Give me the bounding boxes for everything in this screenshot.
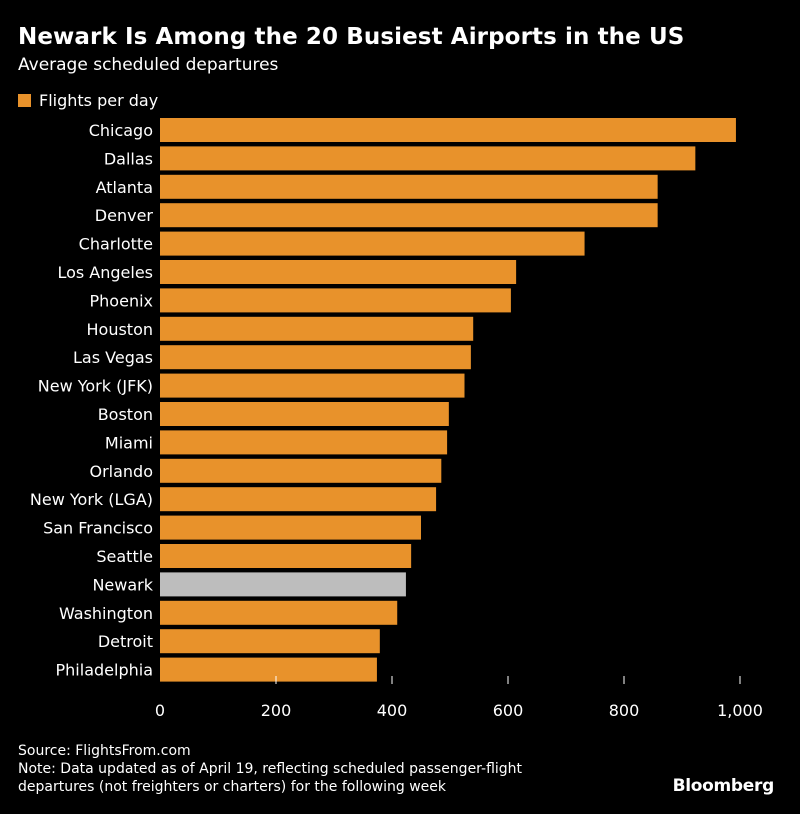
- category-label: Detroit: [98, 632, 153, 651]
- bar-boston: [160, 402, 449, 426]
- source-note: Source: FlightsFrom.com: [18, 743, 191, 759]
- category-label: New York (LGA): [30, 490, 153, 509]
- bloomberg-logo: Bloomberg: [672, 776, 775, 796]
- bar-denver: [160, 203, 658, 228]
- category-label: Miami: [105, 433, 153, 452]
- bar-charlotte: [160, 231, 585, 256]
- bar-newark: [160, 572, 406, 597]
- category-label: Orlando: [89, 462, 153, 481]
- bar-atlanta: [160, 174, 658, 199]
- category-label: Seattle: [96, 547, 153, 566]
- legend-label: Flights per day: [39, 91, 159, 110]
- category-label: Washington: [59, 604, 153, 623]
- bar-seattle: [160, 544, 412, 568]
- data-note-line-2: departures (not freighters or charters) …: [18, 779, 447, 795]
- category-label: Denver: [95, 206, 154, 225]
- bar-dallas: [160, 146, 696, 171]
- category-label: Los Angeles: [57, 263, 153, 282]
- chart-footer: Source: FlightsFrom.com Note: Data updat…: [18, 742, 522, 796]
- x-tick-label: 1,000: [717, 701, 763, 720]
- category-label: Houston: [87, 320, 154, 339]
- bar-houston: [160, 316, 474, 341]
- bar-chicago: [160, 118, 736, 142]
- bar-los-angeles: [160, 260, 517, 284]
- x-tick-label: 200: [261, 701, 292, 720]
- x-tick-label: 600: [493, 701, 524, 720]
- chart-title: Newark Is Among the 20 Busiest Airports …: [18, 24, 685, 50]
- bar-washington: [160, 600, 398, 625]
- bar-orlando: [160, 458, 442, 483]
- category-label: Boston: [98, 405, 153, 424]
- category-label: Dallas: [104, 149, 153, 168]
- legend-swatch: [18, 94, 31, 107]
- category-label: New York (JFK): [38, 377, 153, 396]
- bar-new-york-lga: [160, 487, 437, 512]
- data-note-line-1: Note: Data updated as of April 19, refle…: [18, 761, 523, 777]
- category-label: Newark: [92, 575, 153, 594]
- bar-philadelphia: [160, 657, 377, 682]
- category-label: San Francisco: [43, 519, 153, 538]
- category-label: Las Vegas: [73, 348, 153, 367]
- x-tick-label: 400: [377, 701, 408, 720]
- category-label: Philadelphia: [56, 661, 153, 680]
- bar-new-york-jfk: [160, 373, 465, 398]
- bar-las-vegas: [160, 345, 471, 370]
- category-label: Phoenix: [90, 291, 153, 310]
- legend: Flights per day: [18, 91, 158, 110]
- x-tick-label: 800: [609, 701, 640, 720]
- category-label: Charlotte: [79, 235, 153, 254]
- x-tick-label: 0: [155, 701, 165, 720]
- category-label: Chicago: [89, 121, 153, 140]
- category-label: Atlanta: [96, 178, 153, 197]
- chart-subtitle: Average scheduled departures: [18, 55, 279, 75]
- bar-miami: [160, 430, 448, 455]
- bar-phoenix: [160, 288, 511, 313]
- bar-detroit: [160, 629, 380, 654]
- bar-san-francisco: [160, 515, 421, 540]
